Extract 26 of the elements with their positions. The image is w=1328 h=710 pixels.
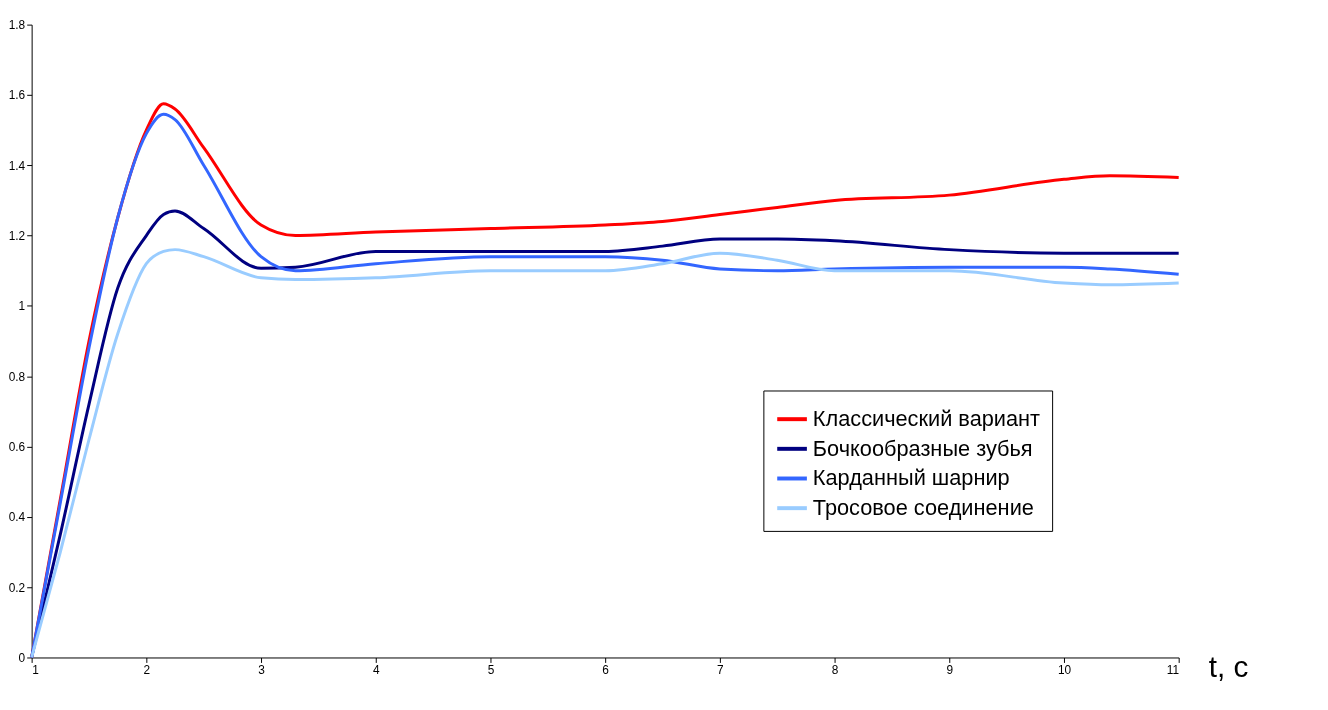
legend-label: Классический вариант [812,406,1041,432]
x-tick-label: 10 [1057,662,1072,677]
y-tick-label: 1.8 [8,18,26,33]
legend-label: Бочкообразные зубья [812,435,1033,461]
y-tick-label: 1.2 [8,229,26,244]
y-tick-label: 1.6 [8,88,26,103]
y-tick-label: 1 [18,299,26,314]
x-axis-title: t, c [1208,649,1249,683]
x-tick-label: 7 [717,662,724,677]
legend-label: Карданный шарнир [812,465,1010,491]
x-tick-label: 2 [143,662,151,677]
x-tick-label: 9 [946,662,954,677]
y-tick-label: 0 [18,650,26,665]
x-tick-label: 8 [831,662,839,677]
x-tick-label: 3 [258,662,266,677]
y-tick-label: 0.6 [8,439,26,454]
x-tick-label: 5 [487,662,495,677]
x-tick-label: 11 [1166,662,1180,677]
y-tick-label: 0.4 [8,510,26,525]
x-tick-label: 6 [602,662,610,677]
x-tick-label: 1 [32,662,40,677]
legend-label: Тросовое соединение [812,495,1034,521]
y-tick-label: 0.8 [8,369,26,384]
y-tick-label: 1.4 [8,158,26,173]
y-tick-label: 0.2 [8,580,26,595]
x-tick-label: 4 [372,662,380,677]
